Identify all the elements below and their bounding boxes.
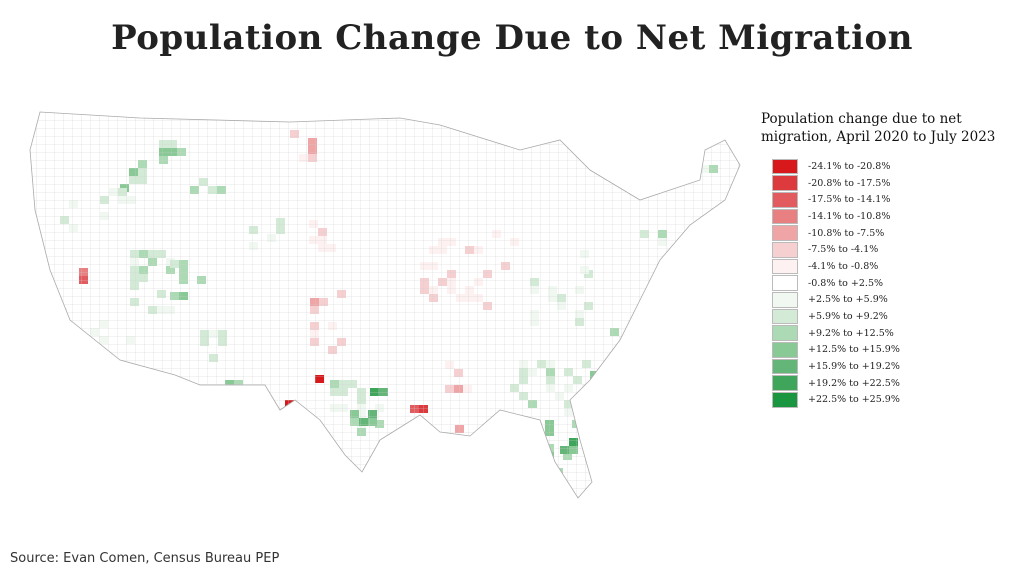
legend-label: +2.5% to +5.9% [808,294,888,306]
legend-item: -24.1% to -20.8% [772,158,1021,175]
legend-label: -24.1% to -20.8% [808,160,891,172]
county [49,308,58,316]
legend-swatch [772,342,798,358]
legend-swatch [772,241,798,258]
legend: Population change due to net migration, … [761,110,1021,408]
legend-item: -20.8% to -17.5% [772,175,1021,192]
legend-swatch [772,158,798,175]
county [294,408,303,416]
legend-swatch [772,191,798,208]
legend-label: -7.5% to -4.1% [808,244,879,256]
legend-swatch [772,292,798,308]
legend-title-line1: Population change due to net [761,111,962,127]
legend-swatch [772,175,798,191]
legend-title-line2: migration, April 2020 to July 2023 [761,129,996,145]
legend-label: +9.2% to +12.5% [808,327,894,339]
county [689,256,698,264]
county [599,371,608,379]
legend-item: -4.1% to -0.8% [772,258,1021,275]
legend-swatch [772,325,798,342]
county [545,460,554,468]
legend-label: +22.5% to +25.9% [808,394,900,406]
legend-swatch [772,258,798,275]
legend-item: +15.9% to +19.2% [772,358,1021,375]
county [243,396,252,404]
county [599,379,608,387]
county [582,400,591,408]
legend-item: -0.8% to +2.5% [772,275,1021,292]
legend-item: +12.5% to +15.9% [772,342,1021,359]
legend-label: -10.8% to -7.5% [808,227,885,239]
legend-swatch [772,392,798,408]
county [545,476,554,484]
county [689,264,698,272]
legend-item: +19.2% to +22.5% [772,375,1021,392]
legend-label: -17.5% to -14.1% [808,194,891,206]
legend-item: +9.2% to +12.5% [772,325,1021,342]
legend-item: -14.1% to -10.8% [772,208,1021,225]
legend-swatch [772,275,798,291]
county [698,264,707,272]
legend-item: -17.5% to -14.1% [772,191,1021,208]
legend-swatch [772,375,798,392]
legend-label: -0.8% to +2.5% [808,277,884,289]
legend-label: -4.1% to -0.8% [808,260,879,272]
source-note: Source: Evan Comen, Census Bureau PEP [10,551,280,566]
legend-item: +22.5% to +25.9% [772,392,1021,409]
legend-title: Population change due to net migration, … [761,110,1021,146]
legend-label: +12.5% to +15.9% [808,344,900,356]
county [49,316,58,324]
us-outline [29,111,741,499]
county [49,300,58,308]
legend-label: +5.9% to +9.2% [808,311,888,323]
legend-item: +2.5% to +5.9% [772,292,1021,309]
county [689,264,698,272]
legend-item: -7.5% to -4.1% [772,241,1021,258]
county [590,379,599,387]
legend-label: +19.2% to +22.5% [808,377,900,389]
legend-item: -10.8% to -7.5% [772,225,1021,242]
legend-label: -20.8% to -17.5% [808,177,891,189]
legend-swatch [772,308,798,325]
legend-swatch [772,358,798,375]
chart-title: Population Change Due to Net Migration [111,18,913,58]
county [573,400,582,408]
us-county-map [29,111,741,499]
legend-item: +5.9% to +9.2% [772,308,1021,325]
legend-swatch [772,208,798,225]
legend-swatch [772,225,798,241]
legend-label: -14.1% to -10.8% [808,210,891,222]
legend-label: +15.9% to +19.2% [808,361,900,373]
